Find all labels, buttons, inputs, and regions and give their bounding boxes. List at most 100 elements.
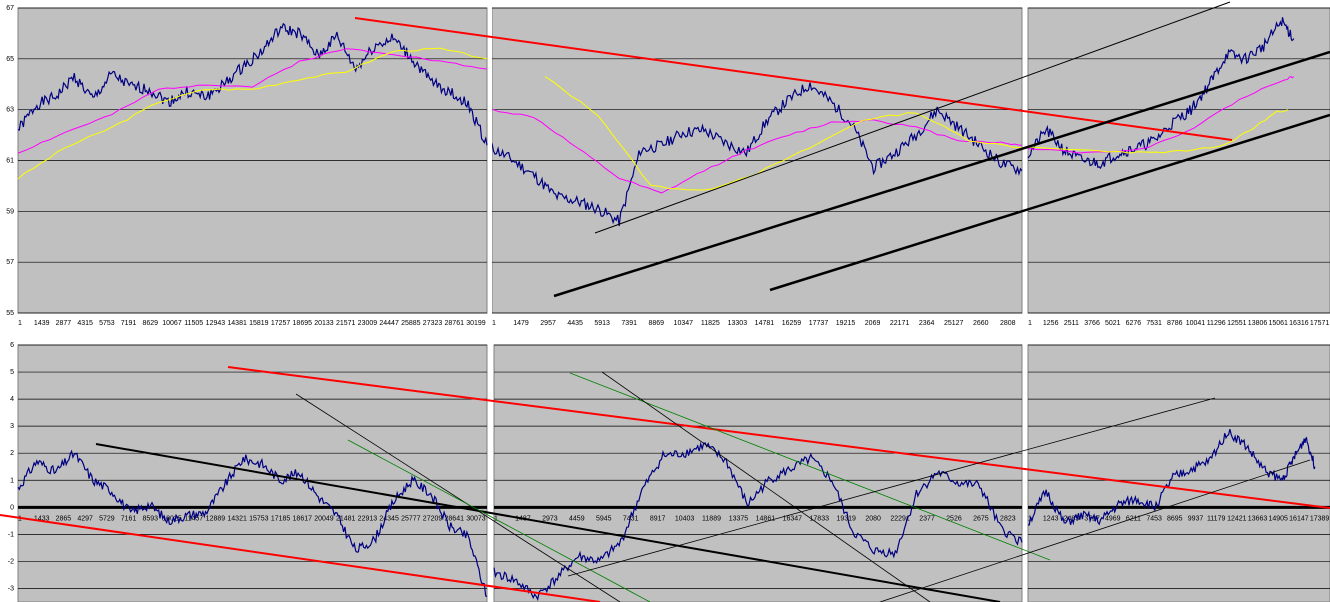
x-tick-label: 6276 xyxy=(1126,320,1142,327)
x-tick-label: 12943 xyxy=(206,320,226,327)
x-tick-label: 7453 xyxy=(1146,515,1162,522)
panel-top-left: 55 57 59 61 63 65 67 1 1439 2877 4315 5753 7191 8629 1… xyxy=(6,5,488,327)
x-tick-label: 11179 xyxy=(1207,515,1226,522)
x-tick-label: 2377 xyxy=(919,515,935,522)
x-tick-label: 13303 xyxy=(728,320,748,327)
x-tick-label: 28641 xyxy=(445,515,465,522)
x-tick-label: 2675 xyxy=(973,515,989,522)
plot-area xyxy=(1027,344,1330,602)
x-tick-label: 2808 xyxy=(1000,320,1016,327)
x-tick-label: 2660 xyxy=(973,320,989,327)
trendline xyxy=(0,514,601,602)
x-tick-label: 28761 xyxy=(445,320,465,327)
x-tick-label: 11825 xyxy=(701,320,720,327)
x-tick-label: 22291 xyxy=(890,515,910,522)
x-tick-label: 30199 xyxy=(466,320,486,327)
trendline xyxy=(879,459,1311,602)
x-tick-label: 13663 xyxy=(1248,515,1268,522)
x-tick-label: 6211 xyxy=(1126,515,1141,522)
x-tick-label: 27323 xyxy=(423,320,443,327)
x-tick-label: 25885 xyxy=(401,320,421,327)
x-tick-label: 11296 xyxy=(1207,320,1226,327)
x-tick-label: 14861 xyxy=(756,515,776,522)
x-tick-label: 24447 xyxy=(379,320,399,327)
x-tick-label: 17571 xyxy=(1310,320,1330,327)
y-tick-label: 65 xyxy=(6,56,14,63)
x-tick-label: 20133 xyxy=(314,320,334,327)
y-tick-label: 2 xyxy=(10,450,14,457)
y-tick-label: 4 xyxy=(10,396,14,403)
x-tick-label: 16347 xyxy=(783,515,803,522)
x-tick-label: 11505 xyxy=(184,320,203,327)
trendline xyxy=(569,372,1051,561)
series-ma_fast xyxy=(544,76,1023,191)
x-tick-label: 1 xyxy=(1028,320,1032,327)
y-tick-label: 1 xyxy=(10,477,14,484)
panel-top-right: 1 1256 2511 3766 5021 6276 7531 8786 10041 11296 1… xyxy=(1027,7,1330,327)
trendline xyxy=(347,439,651,602)
x-tick-label: 2973 xyxy=(542,515,558,522)
x-tick-label: 12889 xyxy=(206,515,226,522)
x-tick-label: 1 xyxy=(494,515,498,522)
x-tick-label: 17737 xyxy=(809,320,829,327)
x-tick-label: 1243 xyxy=(1043,515,1059,522)
series-ma_slow xyxy=(1027,76,1295,154)
x-tick-label: 2080 xyxy=(865,515,881,522)
trendline xyxy=(354,17,1233,141)
y-tick-label: -1 xyxy=(8,531,14,538)
x-tick-label: 13375 xyxy=(729,515,749,522)
x-tick-label: 16316 xyxy=(1289,320,1309,327)
x-tick-label: 1439 xyxy=(34,320,50,327)
x-tick-label: 1 xyxy=(18,320,22,327)
x-tick-label: 15753 xyxy=(249,515,269,522)
y-tick-label: 59 xyxy=(6,208,14,215)
x-tick-label: 5913 xyxy=(594,320,610,327)
x-tick-label: 4969 xyxy=(1105,515,1121,522)
x-tick-label: 2877 xyxy=(56,320,72,327)
panel-top-middle: 1 1479 2957 4435 5913 7391 8869 10347 11825 13303… xyxy=(491,7,1023,327)
x-tick-label: 20049 xyxy=(314,515,334,522)
x-tick-label: 7191 xyxy=(121,320,137,327)
x-tick-label: 21571 xyxy=(336,320,356,327)
trendline xyxy=(295,393,621,602)
x-tick-label: 7531 xyxy=(1146,320,1162,327)
trendline xyxy=(553,50,1330,298)
trendline xyxy=(567,397,1216,577)
x-tick-label: 25127 xyxy=(944,320,964,327)
panel-bottom-right: 1 1243 2485 3727 4969 6211 7453 8695 9937 11179 12… xyxy=(1027,344,1330,602)
x-tick-label: 17185 xyxy=(271,515,291,522)
panel-divider xyxy=(489,0,492,602)
series-ma_fast xyxy=(1027,109,1288,154)
x-tick-label: 23009 xyxy=(358,320,378,327)
x-tick-label: 5021 xyxy=(1105,320,1121,327)
trendline xyxy=(95,443,1001,602)
trendline xyxy=(594,1,1231,234)
y-tick-label: 67 xyxy=(6,5,14,12)
x-tick-label: 11457 xyxy=(184,515,203,522)
y-tick-label: 63 xyxy=(6,107,14,114)
x-tick-label: 1433 xyxy=(34,515,50,522)
x-tick-label: 13806 xyxy=(1248,320,1268,327)
x-tick-label: 2526 xyxy=(946,515,962,522)
x-tick-label: 2957 xyxy=(540,320,556,327)
x-tick-label: 12551 xyxy=(1227,320,1247,327)
x-tick-label: 12421 xyxy=(1227,515,1247,522)
x-tick-label: 2069 xyxy=(865,320,881,327)
x-tick-label: 7161 xyxy=(121,515,137,522)
x-tick-label: 30073 xyxy=(466,515,486,522)
y-tick-label: 5 xyxy=(10,369,14,376)
y-tick-label: 61 xyxy=(6,158,14,165)
x-tick-label: 10403 xyxy=(675,515,695,522)
x-tick-label: 2865 xyxy=(56,515,72,522)
x-tick-label: 4297 xyxy=(77,515,93,522)
x-tick-label: 8869 xyxy=(648,320,664,327)
panel-bottom-left: -3-2-10123456114332865429757297161859310… xyxy=(8,342,488,602)
y-tick-label: -2 xyxy=(8,558,14,565)
x-tick-label: 4435 xyxy=(567,320,583,327)
x-tick-label: 10347 xyxy=(674,320,694,327)
x-tick-label: 8593 xyxy=(142,515,158,522)
x-tick-label: 7391 xyxy=(621,320,637,327)
x-tick-label: 10025 xyxy=(162,515,182,522)
x-tick-label: 22913 xyxy=(358,515,378,522)
